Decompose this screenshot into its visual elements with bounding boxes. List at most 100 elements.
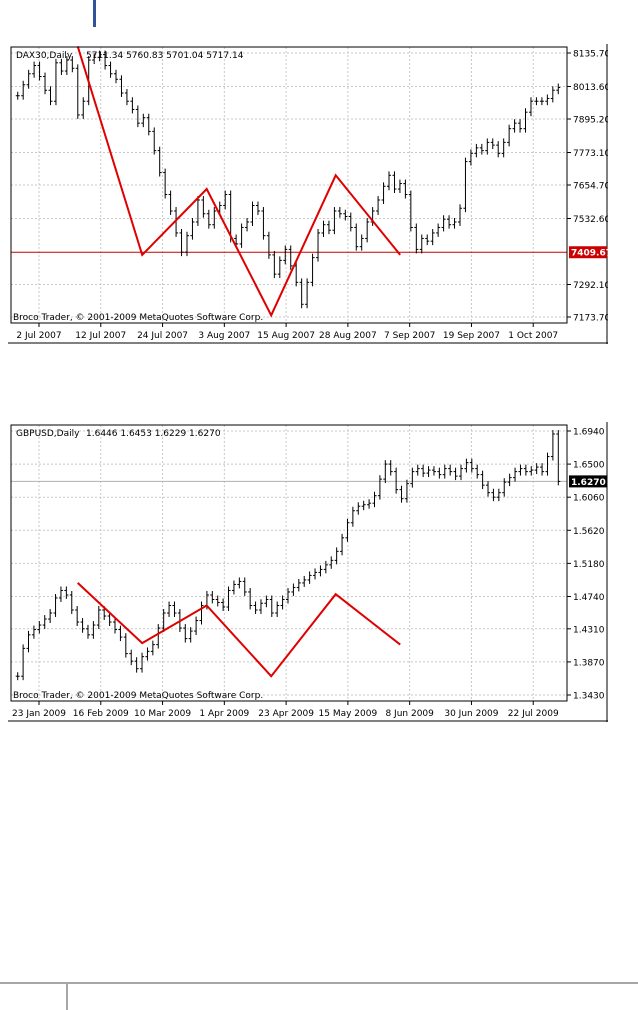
dax30-ytick-label: 7773.10: [573, 149, 608, 159]
gbpusd-ohlc-bar: [91, 621, 96, 639]
gbpusd-ohlc-bar: [540, 463, 545, 476]
gbpusd-ohlc-bar: [507, 473, 512, 487]
gbpusd-xtick-label: 23 Apr 2009: [258, 709, 314, 719]
dax30-ohlc-bar: [26, 69, 31, 89]
dax30-ohlc-bar: [463, 157, 468, 213]
dax30-ohlc-bar: [430, 228, 435, 246]
gbpusd-ohlc-bar: [534, 463, 539, 475]
gbpusd-ohlc-bar: [53, 594, 58, 617]
dax30-ohlc-bar: [354, 223, 359, 251]
gbpusd-ohlc-bar: [545, 452, 550, 476]
dax30-ohlc-bar: [146, 113, 151, 136]
dax30-zigzag-line: [76, 46, 401, 318]
dax30-ohlc-bar: [174, 207, 179, 237]
gbpusd-xtick-label: 10 Mar 2009: [134, 709, 191, 719]
gbpusd-ohlc-bar: [388, 460, 393, 476]
gbpusd-ohlc-bar: [372, 491, 377, 508]
dax30-ohlc-bar: [92, 53, 97, 65]
gbpusd-ohlc-bar: [140, 652, 145, 673]
dax30-xtick-label: 7 Sep 2007: [384, 331, 435, 341]
dax30-ytick-label: 7895.20: [573, 116, 608, 126]
dax30-ohlc-bar: [479, 143, 484, 155]
dax30-ytick-label: 7173.70: [573, 314, 608, 324]
dax30-ohlc-bar: [119, 75, 124, 97]
gbpusd-ohlc-bar: [518, 464, 523, 476]
dax30-ohlc-bar: [108, 61, 113, 78]
dax30-xtick-label: 15 Aug 2007: [257, 331, 315, 341]
dax30-ohlc-bar: [190, 218, 195, 240]
dax30-xtick-label: 19 Sep 2007: [443, 331, 500, 341]
dax30-ytick-label: 7654.70: [573, 182, 608, 192]
gbpusd-ohlc-bar: [323, 560, 328, 574]
dax30-ohlc-bar: [299, 278, 304, 309]
dax30-ytick-label: 8013.60: [573, 83, 608, 93]
dax30-ohlc-bar: [141, 113, 146, 128]
gbpusd-ohlc-bar: [253, 601, 258, 614]
dax30-ohlc-bar: [392, 171, 397, 193]
gbpusd-ohlc-bar: [431, 466, 436, 476]
gbpusd-level-label-box: [569, 475, 607, 488]
dax30-ohlc-bar: [512, 119, 517, 133]
gbpusd-ohlc-bar: [286, 587, 290, 604]
dax30-ohlc-bar: [277, 256, 282, 279]
dax30-ohlc-bar: [419, 234, 424, 254]
gbpusd-ohlc-bar: [167, 601, 172, 617]
dax30-ohlc-bar: [75, 64, 80, 119]
gbpusd-ohlc-bar: [496, 488, 501, 502]
dax30-ohlc-bar: [316, 228, 321, 262]
dax30-header-values: 5711.34 5760.83 5701.04 5717.14: [86, 51, 244, 61]
gbpusd-ohlc-bar: [107, 612, 112, 627]
dax30-ohlc-bar: [507, 124, 512, 147]
gbpusd-ohlc-bar: [356, 502, 361, 515]
gbpusd-ohlc-bar: [194, 616, 199, 636]
gbpusd-ohlc-bar: [502, 478, 507, 497]
gbpusd-ohlc-bar: [550, 430, 555, 461]
gbpusd-ohlc-bar: [394, 467, 399, 494]
gbpusd-ohlc-bar: [31, 625, 36, 639]
dax30-ohlc-bar: [53, 58, 58, 106]
dax30-ohlc-bar: [152, 127, 157, 155]
dax30-ohlc-bar: [130, 97, 135, 114]
dax30-ohlc-bar: [114, 69, 119, 84]
dax30-ohlc-bar: [245, 218, 250, 232]
gbpusd-ohlc-bar: [226, 586, 231, 611]
dax30-ohlc-bar: [436, 223, 441, 237]
dax30-ohlc-bar: [206, 209, 211, 229]
dax30-ohlc-bar: [201, 196, 206, 218]
gbpusd-ohlc-bar: [291, 583, 296, 596]
dax30-ohlc-bar: [255, 201, 260, 215]
dax30-ohlc-bar: [59, 58, 64, 75]
gbpusd-ytick-label: 1.3870: [573, 658, 605, 668]
gbpusd-ohlc-bar: [26, 630, 31, 653]
dax30-ohlc-bar: [168, 190, 173, 215]
gbpusd-ohlc-bar: [313, 568, 318, 580]
dax30-ohlc-bar: [387, 171, 392, 191]
dax30-ohlc-bar: [528, 97, 533, 117]
gbpusd-ohlc-bar: [150, 640, 155, 656]
gbpusd-ohlc-bar: [199, 601, 204, 625]
gbpusd-ohlc-bar: [275, 601, 280, 617]
dax30-ohlc-bar: [124, 89, 129, 106]
gbpusd-ohlc-bar: [42, 615, 47, 630]
gbpusd-ohlc-bar: [491, 488, 496, 502]
gbpusd-ohlc-bar: [123, 633, 128, 658]
dax30-ohlc-bar: [468, 149, 473, 166]
gbpusd-ytick-label: 1.4740: [573, 593, 605, 603]
gbpusd-ohlc-bar: [80, 618, 85, 633]
gbpusd-ohlc-bar: [334, 547, 339, 565]
dax30-ytick-label: 8135.70: [573, 50, 608, 60]
gbpusd-chart: 1.6940 1.6500 1.6060 1.5620 1.5180 1.4740 1.43…: [8, 422, 608, 726]
gbpusd-ohlc-bar: [340, 533, 345, 556]
gbpusd-ohlc-bar: [188, 627, 193, 643]
dax30-ohlc-bar: [496, 141, 501, 158]
gbpusd-ohlc-bar: [210, 591, 215, 604]
gbpusd-ohlc-bar: [367, 499, 372, 509]
dax30-xtick-label: 1 Oct 2007: [508, 331, 558, 341]
gbpusd-ohlc-bar: [399, 485, 404, 503]
gbpusd-ohlc-bar: [404, 479, 409, 503]
gbpusd-watermark: Broco Trader, © 2001-2009 MetaQuotes Sof…: [13, 691, 263, 701]
gbpusd-ohlc-bar: [513, 467, 518, 482]
gbpusd-ohlc-bar: [442, 464, 447, 479]
gbpusd-xtick-label: 15 May 2009: [319, 709, 378, 719]
gbpusd-ohlc-bar: [458, 464, 463, 481]
